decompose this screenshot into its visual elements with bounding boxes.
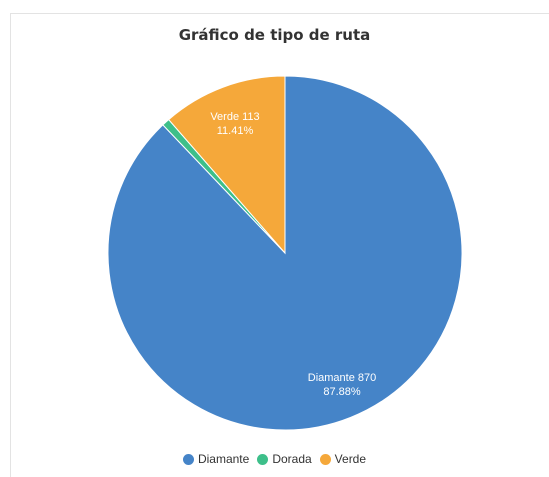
- legend-label-dorada: Dorada: [272, 452, 312, 466]
- data-label-diamante-percent: 87.88%: [323, 386, 361, 398]
- legend-swatch-diamante: [182, 453, 194, 465]
- legend-swatch-dorada: [257, 453, 269, 465]
- legend-label-diamante: Diamante: [197, 452, 250, 466]
- data-label-verde-value: Verde 113: [210, 111, 259, 123]
- legend: Diamante Dorada Verde: [0, 452, 549, 466]
- pie-slice-verde[interactable]: [167, 75, 286, 255]
- chart-title: Gráfico de tipo de ruta: [178, 26, 371, 44]
- legend-item-dorada[interactable]: Dorada: [257, 452, 312, 466]
- pie-slice-diamante[interactable]: [107, 75, 463, 431]
- legend-label-verde: Verde: [334, 452, 367, 466]
- data-label-diamante-value: Diamante 870: [308, 372, 377, 384]
- legend-item-verde[interactable]: Verde: [319, 452, 367, 466]
- data-label-verde-percent: 11.41%: [217, 125, 254, 137]
- legend-item-diamante[interactable]: Diamante: [182, 452, 250, 466]
- legend-swatch-verde: [319, 453, 331, 465]
